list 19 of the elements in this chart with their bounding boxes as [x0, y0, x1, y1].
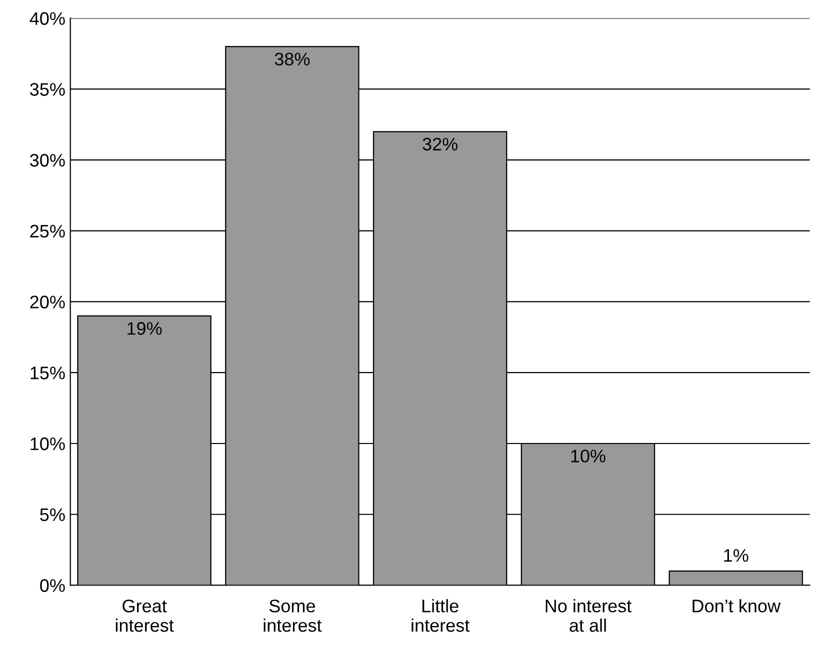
y-tick-label: 10%: [30, 437, 65, 450]
x-tick-label: No interest at all: [546, 599, 632, 632]
data-label: 10%: [571, 450, 606, 462]
y-tick-label: 5%: [40, 508, 65, 522]
data-label: 38%: [274, 52, 310, 66]
y-tick-label: 15%: [30, 366, 65, 380]
y-tick-label: 25%: [30, 224, 65, 238]
x-tick-label: Don’t know: [692, 599, 781, 612]
x-tick-label: Little interest: [412, 599, 470, 632]
data-label: 1%: [724, 549, 748, 562]
data-label: 32%: [422, 138, 458, 151]
x-tick-label: Some interest: [264, 600, 322, 632]
y-tick-label: 20%: [30, 296, 65, 308]
y-tick-label: 40%: [30, 12, 65, 25]
y-tick-label: 35%: [30, 83, 65, 96]
x-tick-label: Great interest: [116, 600, 174, 632]
data-label: 19%: [128, 322, 162, 335]
y-tick-label: 0%: [40, 579, 65, 592]
y-tick-label: 30%: [30, 154, 65, 167]
